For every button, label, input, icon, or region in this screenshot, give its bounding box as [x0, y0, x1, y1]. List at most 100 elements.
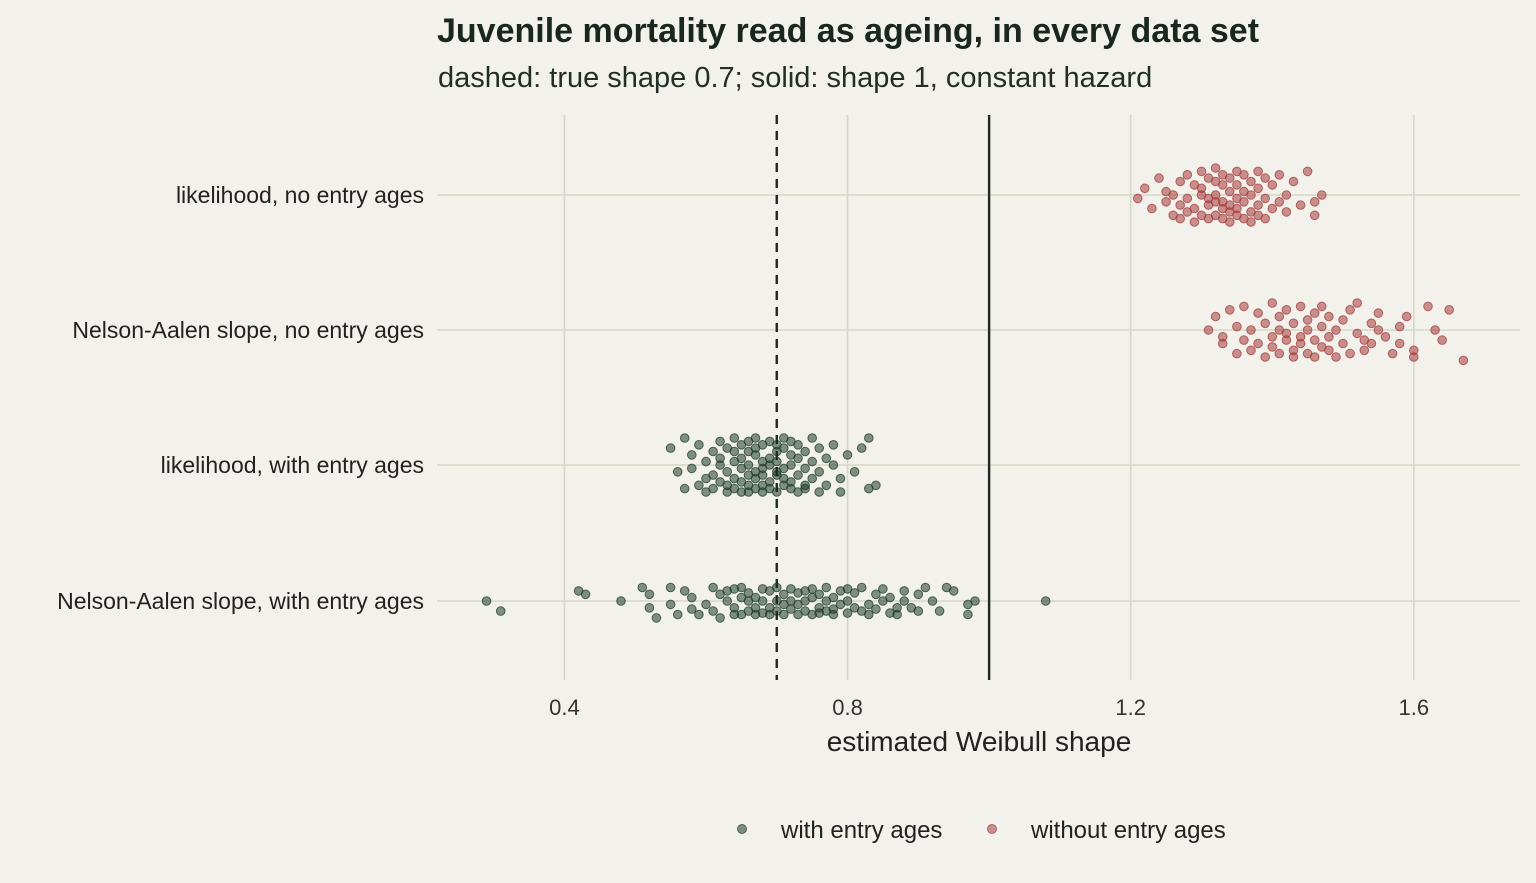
point-series-1-cat-1-33	[1309, 308, 1320, 318]
point-series-1-cat-1-10	[1246, 325, 1256, 335]
point-series-1-cat-0-11	[1182, 170, 1193, 180]
point-series-0-cat-3-19	[715, 613, 725, 623]
category-label-1: Nelson-Aalen slope, no entry ages	[72, 317, 424, 343]
point-series-0-cat-3-11	[672, 609, 683, 620]
chart-title: Juvenile mortality read as ageing, in ev…	[437, 12, 1260, 50]
point-series-1-cat-1-39	[1324, 332, 1334, 342]
point-series-1-cat-0-16	[1189, 217, 1200, 227]
point-series-1-cat-1-0	[1203, 325, 1214, 335]
point-series-1-cat-0-8	[1175, 176, 1185, 187]
point-series-0-cat-3-12	[679, 586, 690, 596]
legend-marker-without-entry-ages	[987, 824, 997, 834]
point-series-0-cat-3-31	[743, 588, 754, 598]
legend: with entry ages without entry ages	[737, 817, 1226, 844]
point-series-0-cat-2-9	[701, 456, 711, 467]
point-series-0-cat-2-96	[871, 480, 881, 491]
point-series-1-cat-1-54	[1373, 325, 1384, 335]
point-series-1-cat-1-35	[1309, 352, 1320, 362]
point-series-0-cat-2-83	[814, 487, 825, 497]
point-series-0-cat-3-3	[580, 589, 591, 600]
point-series-1-cat-1-27	[1295, 301, 1306, 312]
point-series-1-cat-0-15	[1189, 203, 1200, 214]
point-series-1-cat-1-9	[1246, 345, 1256, 356]
point-series-0-cat-3-96	[948, 586, 959, 596]
x-tick-label-3: 1.6	[1399, 695, 1430, 720]
point-series-1-cat-0-2	[1147, 203, 1157, 214]
point-series-1-cat-1-57	[1387, 348, 1398, 359]
point-series-0-cat-2-41	[750, 433, 761, 443]
legend-label-without-entry-ages: without entry ages	[1030, 817, 1226, 844]
point-series-1-cat-0-28	[1210, 163, 1221, 173]
point-series-1-cat-1-53	[1366, 338, 1377, 349]
point-series-0-cat-3-4	[616, 596, 626, 606]
point-series-0-cat-3-15	[694, 609, 704, 620]
point-series-1-cat-1-30	[1302, 315, 1313, 325]
point-series-0-cat-3-84	[885, 592, 895, 603]
point-series-1-cat-1-11	[1253, 308, 1263, 318]
point-series-1-cat-0-62	[1274, 197, 1285, 207]
point-series-0-cat-3-16	[701, 599, 711, 610]
point-series-1-cat-1-38	[1317, 301, 1327, 312]
point-series-0-cat-2-4	[687, 463, 697, 474]
point-series-1-cat-0-69	[1309, 197, 1320, 207]
point-series-1-cat-1-56	[1380, 332, 1391, 342]
point-series-1-cat-1-17	[1267, 342, 1278, 352]
point-series-0-cat-2-69	[786, 460, 796, 470]
x-axis-title: estimated Weibull shape	[827, 726, 1132, 757]
point-series-1-cat-1-12	[1253, 338, 1263, 349]
point-series-1-cat-0-64	[1281, 207, 1292, 217]
point-series-1-cat-0-50	[1246, 176, 1256, 187]
point-series-0-cat-3-90	[913, 589, 924, 600]
point-series-1-cat-1-55	[1373, 308, 1384, 318]
point-series-0-cat-3-97	[963, 609, 973, 620]
point-series-0-cat-3-1	[495, 606, 506, 616]
point-series-0-cat-3-67	[828, 609, 839, 620]
point-series-0-cat-3-74	[849, 588, 860, 598]
point-series-1-cat-0-46	[1239, 197, 1249, 207]
point-series-1-cat-1-1	[1210, 311, 1221, 322]
point-series-1-cat-1-52	[1366, 318, 1377, 329]
point-series-0-cat-2-68	[786, 477, 796, 487]
point-series-0-cat-2-35	[743, 460, 754, 470]
point-series-0-cat-3-99	[970, 596, 980, 606]
point-series-1-cat-0-58	[1260, 173, 1270, 183]
point-series-0-cat-3-37	[757, 596, 768, 606]
point-series-1-cat-0-52	[1246, 217, 1256, 227]
point-series-0-cat-3-76	[856, 582, 867, 593]
point-series-0-cat-3-25	[729, 603, 740, 613]
x-tick-labels: 0.4 0.8 1.2 1.6	[549, 695, 1429, 720]
point-series-1-cat-1-43	[1331, 352, 1341, 362]
point-series-0-cat-3-91	[913, 606, 924, 616]
point-series-0-cat-3-18	[708, 606, 718, 616]
point-series-0-cat-2-93	[856, 443, 867, 453]
point-series-0-cat-2-26	[729, 446, 740, 457]
point-series-0-cat-3-82	[878, 584, 888, 594]
legend-label-with-entry-ages: with entry ages	[780, 817, 942, 844]
point-series-1-cat-1-59	[1394, 338, 1405, 349]
point-series-0-cat-2-17	[715, 453, 725, 464]
point-series-1-cat-1-60	[1401, 311, 1412, 322]
point-series-1-cat-1-51	[1359, 345, 1370, 356]
point-series-1-cat-1-65	[1437, 335, 1447, 345]
point-series-1-cat-0-4	[1161, 197, 1171, 207]
point-series-0-cat-3-86	[892, 609, 902, 620]
point-series-1-cat-0-67	[1295, 200, 1306, 210]
x-tick-label-1: 0.8	[832, 695, 863, 720]
point-series-0-cat-3-58	[807, 584, 818, 594]
point-series-0-cat-2-90	[835, 487, 846, 497]
point-series-0-cat-2-20	[722, 467, 733, 477]
point-series-1-cat-0-31	[1217, 180, 1228, 190]
point-series-0-cat-3-64	[821, 582, 832, 593]
data-points	[481, 163, 1469, 623]
point-series-1-cat-0-35	[1225, 186, 1235, 197]
point-series-0-cat-3-93	[927, 596, 938, 606]
point-series-0-cat-2-31	[736, 453, 747, 464]
point-series-0-cat-3-28	[736, 582, 747, 593]
point-series-1-cat-0-9	[1175, 200, 1185, 210]
point-series-0-cat-3-46	[779, 609, 789, 620]
point-series-0-cat-3-87	[899, 586, 910, 596]
point-series-0-cat-2-0	[665, 443, 676, 453]
point-series-1-cat-1-42	[1331, 325, 1341, 335]
point-series-1-cat-0-54	[1253, 200, 1263, 210]
point-series-1-cat-0-37	[1225, 173, 1235, 183]
